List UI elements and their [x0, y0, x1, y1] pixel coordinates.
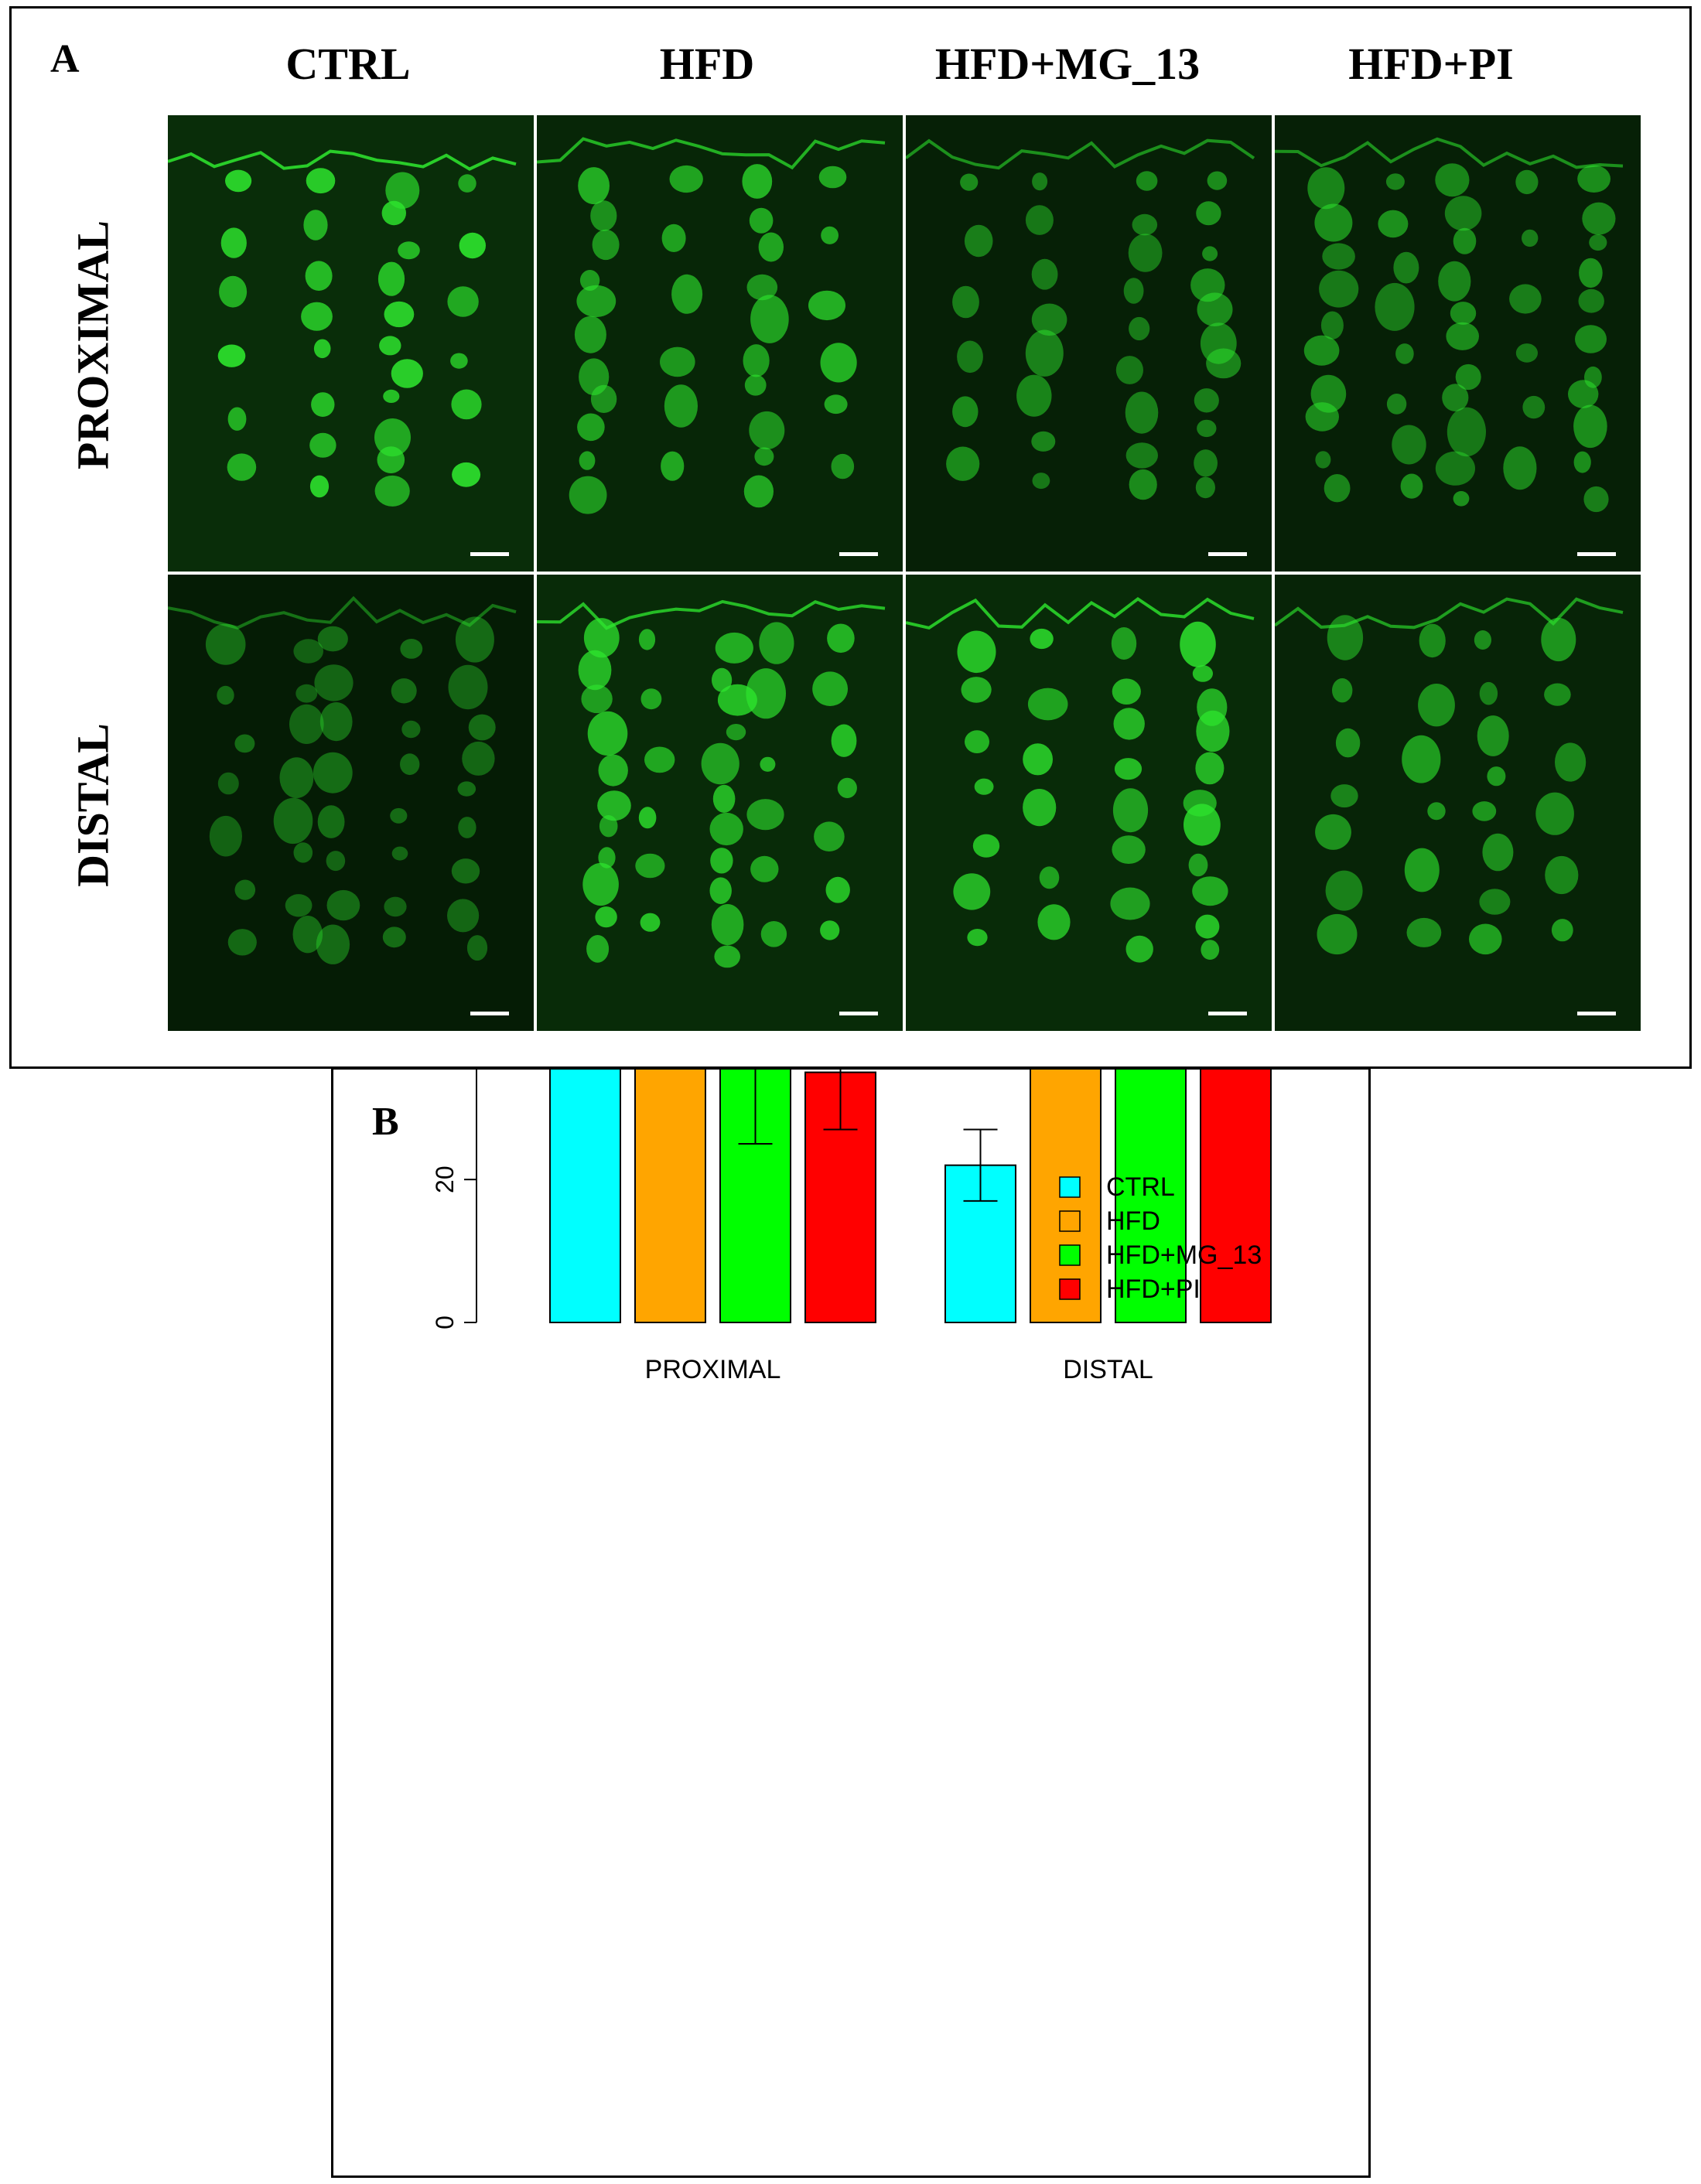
micrograph-distal-ctrl [168, 575, 534, 1031]
x-category-label-proximal: PROXIMAL [645, 1355, 781, 1384]
y-tick-label-0: 0 [431, 1316, 459, 1329]
scale-bar [1577, 1012, 1616, 1015]
x-category-label-distal: DISTAL [1063, 1355, 1153, 1384]
legend-swatch-3 [1059, 1278, 1081, 1300]
scale-bar [1577, 552, 1616, 556]
bar-distal-hfd-mg-13 [1115, 1070, 1187, 1323]
scale-bar [839, 552, 878, 556]
row-label-proximal: PROXIMAL [67, 220, 118, 470]
panel-letter-a: A [50, 37, 80, 81]
ctfc-bar-chart: 020406080100120CTFC (values× 10−5)****PR… [431, 1070, 1272, 1384]
micrograph-distal-hfd [537, 575, 903, 1031]
column-label-ctrl: CTRL [285, 39, 411, 89]
legend-swatch-0 [1059, 1176, 1081, 1198]
panel-b-bar-chart: B 020406080100120CTFC (values× 10−5)****… [331, 1067, 1371, 2178]
row-label-distal: DISTAL [67, 723, 118, 887]
scale-bar [470, 552, 509, 556]
panel-letter-b: B [372, 1100, 399, 1144]
micrograph-distal-hfd-pi [1275, 575, 1641, 1031]
bar-proximal-ctrl [549, 1070, 621, 1323]
micrograph-distal-hfd-mg-13 [906, 575, 1272, 1031]
legend-label-3: HFD+PI [1106, 1275, 1201, 1304]
scale-bar [839, 1012, 878, 1015]
scale-bar [470, 1012, 509, 1015]
legend-swatch-1 [1059, 1210, 1081, 1232]
micrograph-grid [168, 115, 1641, 1031]
column-label-hfd-pi: HFD+PI [1348, 39, 1514, 89]
legend-swatch-2 [1059, 1244, 1081, 1266]
micrograph-proximal-ctrl [168, 115, 534, 572]
scale-bar [1208, 552, 1247, 556]
scale-bar [1208, 1012, 1247, 1015]
column-label-hfd: HFD [659, 39, 755, 89]
micrograph-proximal-hfd-mg-13 [906, 115, 1272, 572]
legend-label-0: CTRL [1106, 1172, 1175, 1202]
bar-proximal-hfd [634, 1070, 706, 1324]
micrograph-proximal-hfd-pi [1275, 115, 1641, 572]
panel-a-micrographs: A CTRL HFD HFD+MG_13 HFD+PI PROXIMAL DIS… [9, 6, 1692, 1069]
legend-label-1: HFD [1106, 1206, 1160, 1236]
micrograph-proximal-hfd [537, 115, 903, 572]
column-label-hfd-mg13: HFD+MG_13 [934, 39, 1201, 89]
legend-label-2: HFD+MG_13 [1106, 1240, 1262, 1270]
bar-distal-hfd-pi [1200, 1070, 1272, 1323]
y-tick-label-20: 20 [431, 1165, 459, 1193]
